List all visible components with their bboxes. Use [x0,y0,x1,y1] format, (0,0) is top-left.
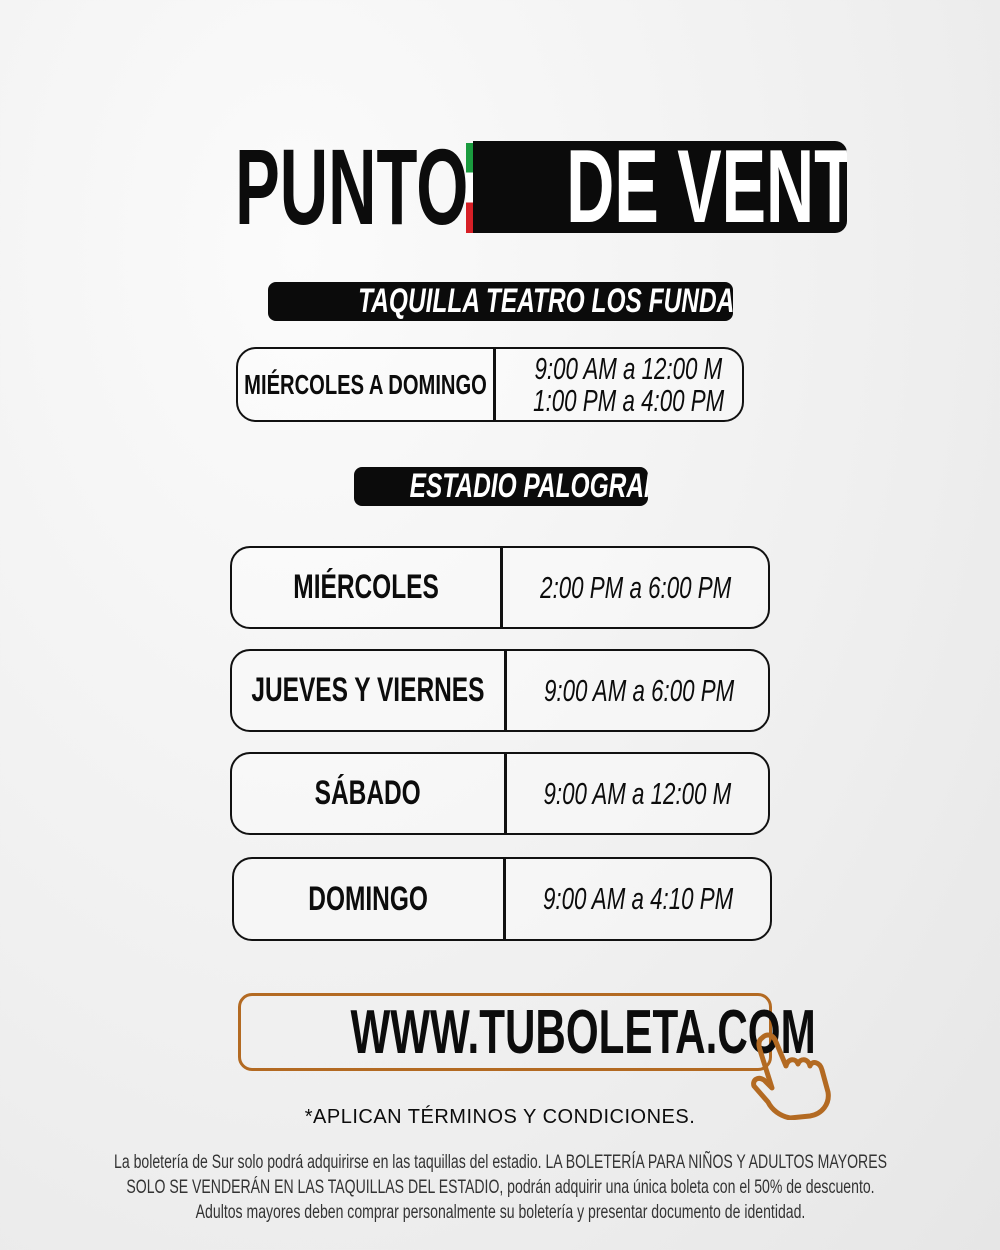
website-link[interactable]: WWW.TUBOLETA.COM [238,993,816,1071]
schedule-hours: 2:00 PM a 6:00 PM [539,569,731,605]
schedule-hours: 9:00 AM a 12:00 M 1:00 PM a 4:00 PM [533,350,725,418]
schedule-day: DOMINGO [234,859,506,939]
terms-notice: *APLICAN TÉRMINOS Y CONDICIONES. [304,1106,696,1128]
schedule-row: MIÉRCOLES 2:00 PM a 6:00 PM [230,546,770,629]
schedule-row: JUEVES Y VIERNES 9:00 AM a 6:00 PM [230,649,770,732]
fine-print: La boletería de Sur solo podrá adquirirs… [113,1152,887,1223]
pointing-hand-icon [751,1032,831,1120]
schedule-hours: 9:00 AM a 4:10 PM [542,881,734,916]
schedule-day: JUEVES Y VIERNES [232,651,507,730]
title-puntos: PUNTOS [235,126,513,247]
schedule-day: MIÉRCOLES A DOMINGO [238,349,496,420]
schedule-hours: 9:00 AM a 6:00 PM [543,672,735,708]
schedule-row: DOMINGO 9:00 AM a 4:10 PM [232,857,772,941]
schedule-day: MIÉRCOLES [232,548,503,627]
schedule-day: SÁBADO [232,754,507,833]
schedule-hours: 9:00 AM a 12:00 M [543,775,732,811]
schedule-row: MIÉRCOLES A DOMINGO 9:00 AM a 12:00 M 1:… [236,347,744,422]
schedule-row: SÁBADO 9:00 AM a 12:00 M [230,752,770,835]
flag-stripe [466,143,473,233]
section-label-teatro: TAQUILLA TEATRO LOS FUNDADORES [268,282,733,321]
title-de-venta: DE VENTA [473,141,847,233]
section-label-estadio: ESTADIO PALOGRANDE [354,467,648,506]
